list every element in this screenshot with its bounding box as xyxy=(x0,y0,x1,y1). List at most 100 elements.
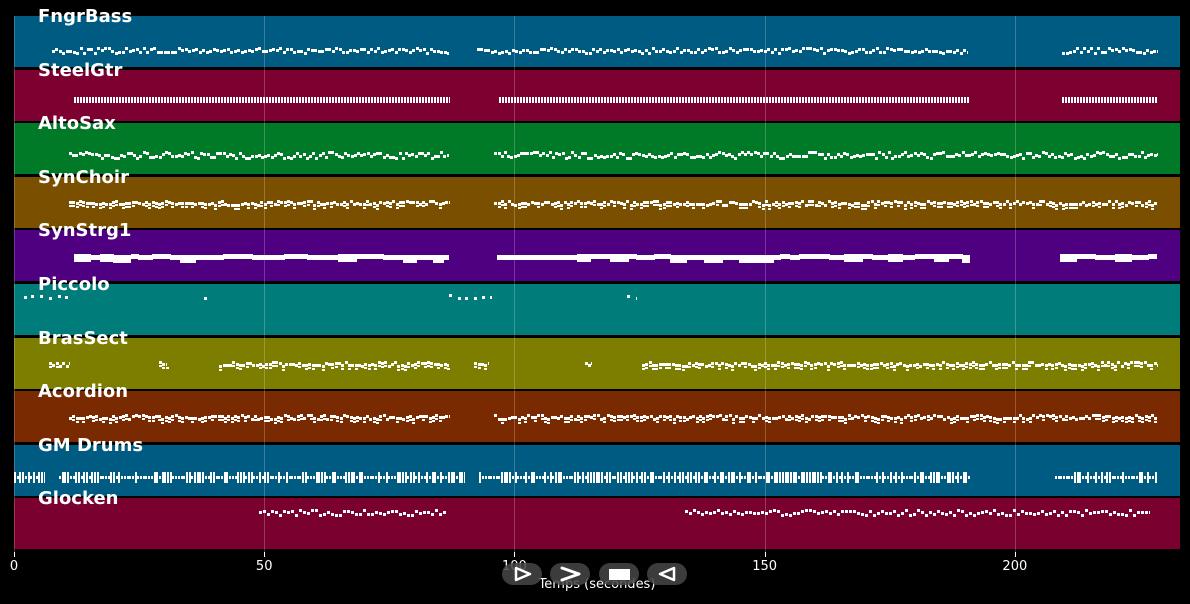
note xyxy=(135,414,138,418)
note xyxy=(880,96,882,103)
note xyxy=(288,475,291,479)
note xyxy=(164,471,167,483)
note xyxy=(1092,154,1096,158)
note xyxy=(689,416,693,420)
note xyxy=(867,204,871,207)
note xyxy=(134,471,137,483)
note xyxy=(873,206,877,209)
note xyxy=(1055,420,1059,423)
note xyxy=(216,152,220,156)
note xyxy=(474,297,478,300)
note xyxy=(123,475,126,479)
note xyxy=(913,415,917,419)
note xyxy=(282,51,286,54)
note xyxy=(1147,420,1151,423)
note xyxy=(107,475,110,479)
note xyxy=(641,52,645,55)
note xyxy=(260,204,264,207)
note xyxy=(75,421,79,424)
note xyxy=(560,203,564,207)
note xyxy=(987,153,991,157)
note xyxy=(1117,475,1119,479)
note xyxy=(606,471,609,483)
note xyxy=(840,360,843,364)
note xyxy=(1070,153,1074,157)
note xyxy=(903,416,907,420)
note xyxy=(619,96,621,103)
note xyxy=(482,296,485,299)
note xyxy=(1127,475,1130,479)
stop-button[interactable] xyxy=(599,563,639,585)
note xyxy=(423,511,427,514)
note xyxy=(798,155,802,159)
note xyxy=(953,417,957,421)
note xyxy=(824,415,828,419)
note xyxy=(311,363,315,367)
note xyxy=(1142,52,1146,55)
note xyxy=(359,513,363,516)
note xyxy=(901,96,903,103)
note xyxy=(593,199,597,203)
note xyxy=(695,471,698,483)
note xyxy=(957,471,960,483)
note xyxy=(410,471,412,483)
note xyxy=(253,206,257,209)
note xyxy=(625,157,629,161)
note xyxy=(542,152,546,156)
note xyxy=(1110,362,1114,366)
forward-button[interactable] xyxy=(550,563,590,585)
note xyxy=(724,96,726,103)
note xyxy=(944,513,948,516)
note xyxy=(302,153,306,157)
note xyxy=(480,48,484,51)
play-button[interactable] xyxy=(502,563,542,585)
note xyxy=(1062,52,1066,55)
note xyxy=(82,200,86,204)
note xyxy=(943,96,945,103)
note xyxy=(1060,511,1064,514)
note xyxy=(744,365,748,368)
note xyxy=(824,157,827,161)
note xyxy=(273,422,277,425)
note xyxy=(1054,156,1058,160)
note xyxy=(363,48,366,51)
note xyxy=(560,471,563,483)
note xyxy=(254,96,256,103)
note xyxy=(584,475,587,479)
note xyxy=(65,50,69,53)
note xyxy=(865,51,869,54)
note xyxy=(220,415,224,419)
note xyxy=(128,201,132,205)
note xyxy=(174,414,178,418)
note xyxy=(837,202,841,206)
note xyxy=(844,510,848,513)
note xyxy=(391,475,394,479)
note xyxy=(1029,200,1032,204)
note xyxy=(900,48,904,51)
note xyxy=(912,363,916,367)
note xyxy=(704,49,708,52)
note xyxy=(119,96,121,103)
note xyxy=(347,471,350,483)
note xyxy=(956,204,960,207)
note xyxy=(745,415,749,419)
note xyxy=(401,48,405,51)
note xyxy=(1028,364,1032,367)
note xyxy=(323,513,327,516)
note xyxy=(906,200,910,204)
note xyxy=(156,51,160,54)
note xyxy=(649,415,653,419)
gridline xyxy=(514,16,516,552)
note xyxy=(225,363,229,367)
note xyxy=(580,152,584,156)
note xyxy=(686,153,690,157)
note xyxy=(968,512,972,515)
note xyxy=(273,202,277,206)
note xyxy=(668,366,672,369)
note xyxy=(158,206,162,209)
note xyxy=(804,421,808,424)
note xyxy=(397,364,401,368)
note xyxy=(1112,155,1115,159)
rewind-button[interactable] xyxy=(647,563,687,585)
note xyxy=(125,96,127,103)
